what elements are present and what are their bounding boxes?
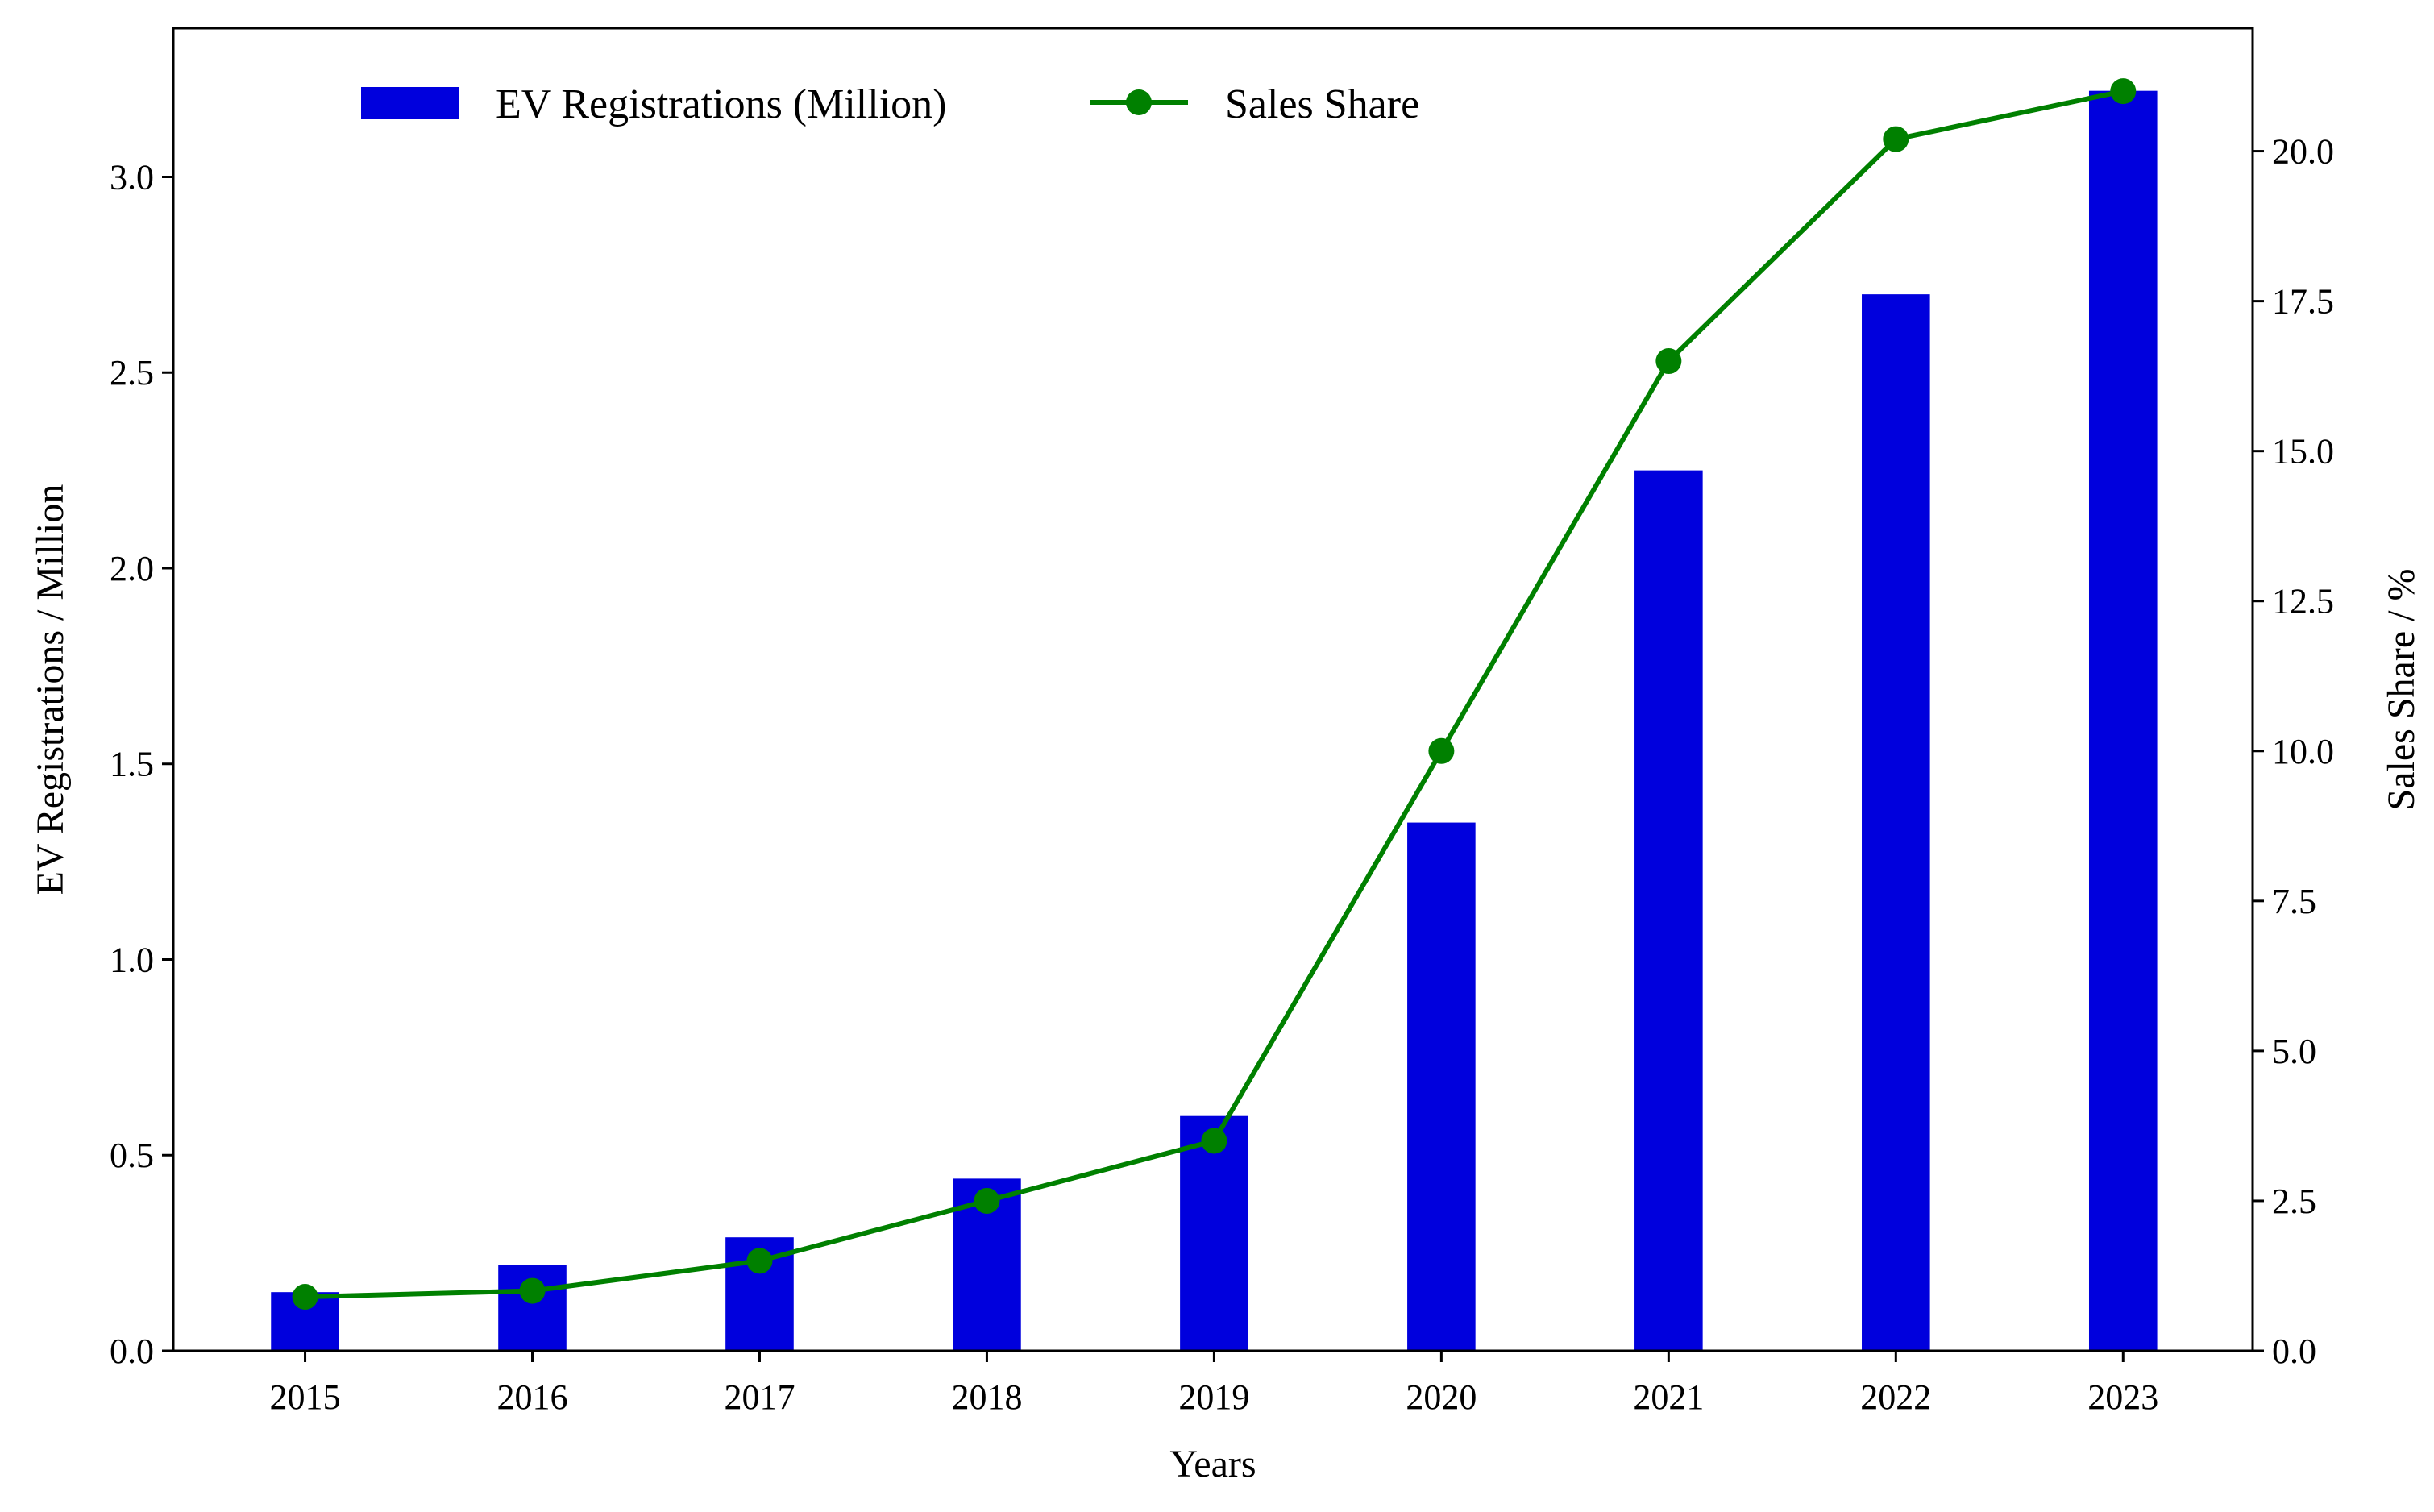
x-tick-label: 2020 — [1406, 1377, 1477, 1417]
x-tick-label: 2016 — [497, 1377, 568, 1417]
x-tick-label: 2015 — [270, 1377, 341, 1417]
bar-2020 — [1407, 822, 1476, 1351]
bar-2019 — [1180, 1115, 1248, 1351]
x-tick-label: 2017 — [724, 1377, 795, 1417]
y-tick-label: 0.0 — [110, 1331, 154, 1371]
y2-axis-label: Sales Share / % — [2380, 569, 2423, 811]
legend-bar-swatch — [361, 87, 459, 119]
x-axis: 2015 2016 2017 2018 2019 2020 2021 2022 2023 — [270, 1351, 2158, 1417]
y-tick-label: 2.5 — [110, 353, 154, 393]
sales-share-point-2023 — [2110, 78, 2137, 105]
y2-tick-label: 10.0 — [2272, 732, 2334, 771]
x-tick-label: 2019 — [1178, 1377, 1249, 1417]
sales-share-point-2015 — [292, 1284, 318, 1311]
y2-tick-label: 2.5 — [2272, 1182, 2316, 1221]
y-tick-label: 3.0 — [110, 157, 154, 197]
y2-tick-label: 15.0 — [2272, 432, 2334, 471]
sales-share-polyline — [305, 89, 2124, 1300]
y-tick-label: 1.5 — [110, 745, 154, 784]
y-tick-label: 0.5 — [110, 1136, 154, 1175]
y2-tick-label: 12.5 — [2272, 582, 2334, 621]
y-tick-label: 2.0 — [110, 549, 154, 588]
sales-share-point-2022 — [1883, 126, 1909, 152]
legend-line-marker — [1126, 89, 1152, 115]
legend-line-label: Sales Share — [1225, 81, 1419, 127]
sales-share-line — [292, 78, 2137, 1311]
y2-tick-label: 20.0 — [2272, 132, 2334, 172]
sales-share-point-2018 — [974, 1187, 1000, 1214]
x-tick-label: 2018 — [951, 1377, 1022, 1417]
sales-share-point-2021 — [1655, 348, 1682, 375]
y2-tick-label: 7.5 — [2272, 882, 2316, 921]
sales-share-point-2017 — [746, 1248, 773, 1274]
y-tick-label: 1.0 — [110, 940, 154, 979]
x-tick-label: 2021 — [1633, 1377, 1704, 1417]
y2-tick-label: 17.5 — [2272, 282, 2334, 322]
legend-bar-label: EV Registrations (Million) — [496, 81, 946, 127]
sales-share-point-2019 — [1201, 1128, 1227, 1154]
x-axis-label: Years — [1169, 1443, 1256, 1485]
bar-2016 — [498, 1265, 567, 1351]
bar-2022 — [1862, 294, 1930, 1352]
y-axis-label: EV Registrations / Million — [29, 484, 72, 895]
y2-tick-label: 0.0 — [2272, 1331, 2316, 1371]
x-tick-label: 2022 — [1860, 1377, 1931, 1417]
sales-share-point-2020 — [1428, 737, 1455, 764]
y2-tick-label: 5.0 — [2272, 1032, 2316, 1071]
bars — [271, 90, 2158, 1352]
sales-share-point-2016 — [519, 1277, 546, 1304]
y-axis-left: 0.0 0.5 1.0 1.5 2.0 2.5 3.0 — [110, 157, 173, 1371]
bar-2023 — [2088, 90, 2158, 1352]
legend: EV Registrations (Million) Sales Share — [361, 81, 1419, 127]
x-tick-label: 2023 — [2087, 1377, 2158, 1417]
y-axis-right: 0.0 2.5 5.0 7.5 10.0 12.5 15.0 17.5 20.0 — [2253, 132, 2334, 1371]
bar-2021 — [1634, 470, 1703, 1351]
